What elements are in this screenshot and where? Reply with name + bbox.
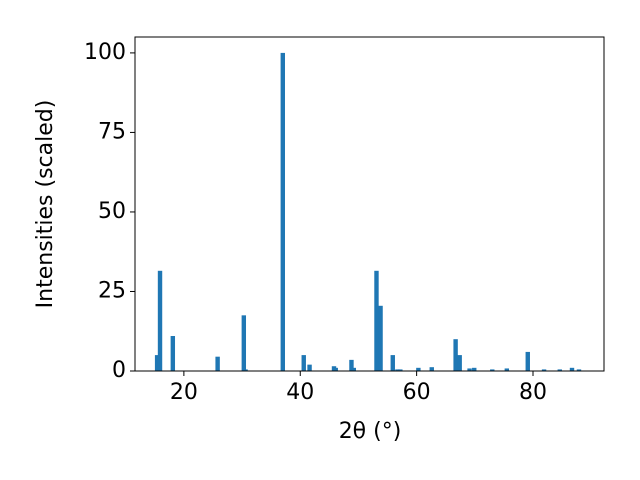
x-axis-label: 2θ (°) <box>339 419 402 444</box>
bar <box>429 367 434 371</box>
bar <box>525 351 530 371</box>
bar <box>569 367 575 371</box>
bar <box>215 356 220 371</box>
x-tick-label: 80 <box>519 380 547 405</box>
bar <box>395 369 400 371</box>
x-tick-label: 20 <box>170 380 198 405</box>
y-tick-label: 25 <box>98 278 126 303</box>
bar <box>457 355 462 371</box>
bar <box>241 315 247 371</box>
plot-frame <box>134 36 605 372</box>
x-tick-label: 40 <box>286 380 314 405</box>
bar <box>351 367 356 371</box>
bar <box>349 359 354 371</box>
bar <box>157 270 163 371</box>
bar <box>416 367 421 371</box>
y-axis-label: Intensities (scaled) <box>33 100 58 309</box>
bar <box>374 270 379 371</box>
bar <box>154 355 160 371</box>
y-tick-label: 75 <box>98 119 126 144</box>
bar <box>243 369 248 371</box>
bar <box>576 369 582 371</box>
bar <box>301 355 306 371</box>
bar <box>504 368 510 371</box>
bar <box>472 367 477 371</box>
bar <box>467 368 472 371</box>
bar <box>490 369 495 371</box>
y-tick-label: 100 <box>84 40 126 65</box>
bar <box>453 339 458 371</box>
bar <box>541 369 547 371</box>
bar <box>170 336 176 371</box>
y-tick-label: 0 <box>112 358 126 383</box>
bar <box>390 355 395 371</box>
bar <box>398 369 403 371</box>
y-tick-label: 50 <box>98 199 126 224</box>
bar <box>557 369 562 371</box>
bar <box>378 305 383 371</box>
bar <box>307 364 312 371</box>
x-tick-label: 60 <box>403 380 431 405</box>
bar <box>333 367 338 371</box>
bar <box>280 52 285 372</box>
